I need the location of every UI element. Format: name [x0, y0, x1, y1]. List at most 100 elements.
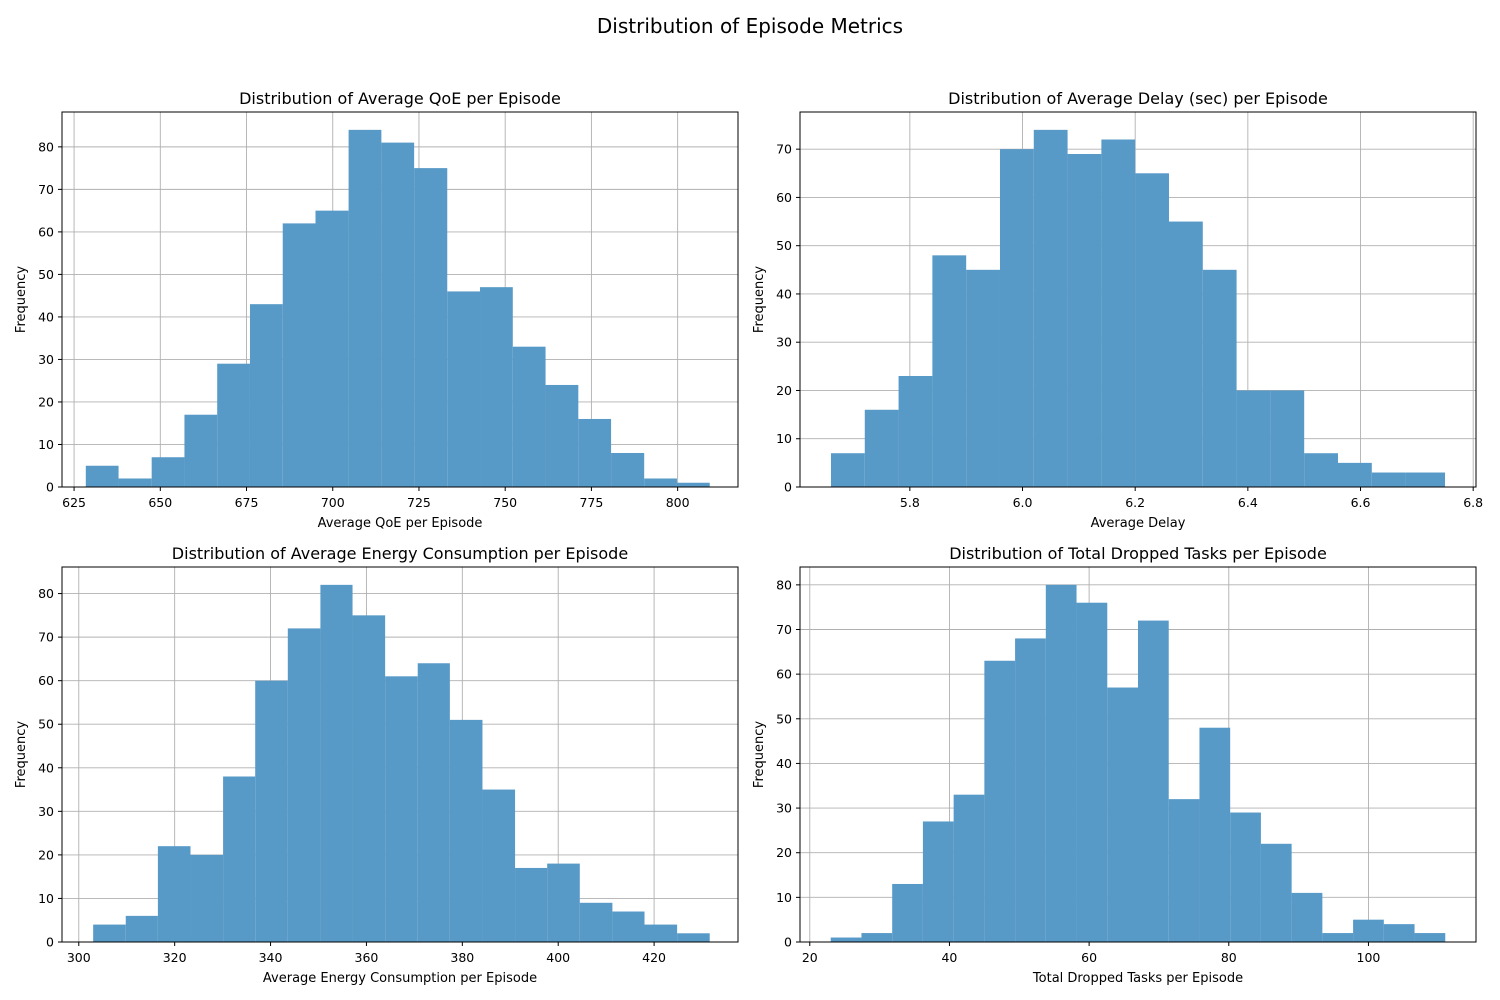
subplot-title: Distribution of Average QoE per Episode [239, 89, 561, 108]
histogram-bar [1015, 638, 1046, 942]
y-tick-label: 20 [38, 847, 54, 862]
histogram-bar [417, 663, 450, 942]
histogram-bar [287, 628, 321, 942]
y-tick-label: 0 [46, 480, 54, 495]
y-tick-label: 40 [776, 286, 792, 301]
x-tick-label: 40 [941, 950, 957, 965]
y-tick-label: 60 [38, 224, 54, 239]
x-tick-label: 60 [1081, 950, 1097, 965]
histogram-bar [1199, 727, 1231, 942]
histogram-bar [1076, 602, 1108, 942]
y-tick-label: 10 [776, 431, 792, 446]
y-tick-label: 10 [38, 437, 54, 452]
histogram-bar [547, 863, 580, 942]
x-tick-label: 625 [62, 495, 86, 510]
x-tick-label: 6.0 [1013, 495, 1033, 510]
histogram-bar [1067, 153, 1102, 488]
y-tick-label: 30 [38, 352, 54, 367]
x-tick-label: 6.4 [1238, 495, 1258, 510]
histogram-bar [190, 854, 224, 942]
y-tick-label: 10 [776, 890, 792, 905]
histogram-bar [482, 789, 516, 942]
x-tick-label: 675 [235, 495, 259, 510]
x-axis-label: Average Energy Consumption per Episode [263, 971, 537, 986]
histogram-bar [1414, 933, 1446, 942]
histogram-bar [512, 346, 546, 487]
x-tick-label: 80 [1221, 950, 1237, 965]
histogram-bar [1236, 390, 1271, 487]
histogram-bar [381, 142, 415, 487]
histogram-bar [644, 924, 678, 942]
y-axis-label: Frequency [752, 266, 767, 333]
figure-title: Distribution of Episode Metrics [596, 14, 904, 38]
histogram-bar [1291, 892, 1323, 942]
histogram-bar [953, 794, 985, 942]
histogram-bar [1337, 462, 1372, 487]
y-axis-label: Frequency [14, 721, 29, 788]
histogram-bar [611, 452, 645, 487]
histogram-bar [151, 457, 185, 487]
y-axis-label: Frequency [752, 721, 767, 788]
histogram-bar [255, 680, 288, 942]
subplot-2: 5.8 6.0 6.2 6.4 6.6 6.8 0 10 20 30 40 50 60 70 Distrib… [752, 89, 1483, 531]
y-tick-label: 70 [38, 630, 54, 645]
x-tick-label: 750 [493, 495, 517, 510]
y-tick-label: 0 [46, 935, 54, 950]
histogram-bar [932, 255, 967, 487]
x-tick-label: 650 [148, 495, 172, 510]
x-tick-label: 420 [642, 950, 666, 965]
histogram-bar [125, 915, 158, 942]
y-tick-label: 10 [38, 891, 54, 906]
subplot-title: Distribution of Average Delay (sec) per … [948, 89, 1328, 108]
histogram-bar [1270, 390, 1305, 487]
histogram-bar [93, 924, 126, 942]
x-tick-label: 700 [321, 495, 345, 510]
histogram-bar [1033, 129, 1068, 487]
y-tick-label: 60 [776, 667, 792, 682]
x-tick-label: 800 [666, 495, 690, 510]
x-tick-label: 775 [579, 495, 603, 510]
histogram-bar [1322, 933, 1354, 942]
y-tick-label: 60 [38, 673, 54, 688]
y-tick-label: 50 [38, 267, 54, 282]
y-tick-label: 20 [776, 845, 792, 860]
x-tick-label: 6.6 [1351, 495, 1371, 510]
histogram-bar [1107, 687, 1138, 942]
x-tick-label: 380 [450, 950, 474, 965]
histogram-bar [830, 937, 862, 942]
histogram-bar [579, 902, 613, 942]
y-tick-label: 60 [776, 190, 792, 205]
y-tick-label: 40 [38, 309, 54, 324]
histogram-bar [449, 719, 483, 942]
histogram-bar [223, 776, 256, 942]
y-tick-label: 30 [776, 335, 792, 350]
histogram-bar [892, 883, 923, 942]
x-tick-label: 360 [355, 950, 379, 965]
histogram-bar [282, 223, 316, 487]
subplot-1: 625 650 675 700 725 750 775 800 0 10 20 30 40 50 60 70 8… [14, 89, 739, 531]
histogram-bar [85, 465, 119, 487]
y-tick-label: 70 [776, 622, 792, 637]
y-tick-label: 80 [776, 577, 792, 592]
y-tick-label: 50 [776, 711, 792, 726]
histogram-bar [1101, 139, 1136, 488]
histogram-bar [414, 168, 448, 488]
y-tick-label: 20 [776, 383, 792, 398]
y-tick-label: 80 [38, 586, 54, 601]
histogram-bar [320, 584, 353, 942]
histogram-bar [578, 418, 612, 487]
histogram-bar [984, 660, 1016, 942]
x-tick-label: 6.8 [1463, 495, 1483, 510]
histogram-bar [861, 933, 893, 942]
histogram-bar [1138, 620, 1169, 942]
y-tick-label: 70 [38, 182, 54, 197]
histogram-bar [249, 304, 283, 487]
histogram-bar [480, 287, 513, 487]
x-tick-label: 320 [163, 950, 187, 965]
subplot-title: Distribution of Average Energy Consumpti… [172, 544, 628, 563]
y-axis-label: Frequency [14, 266, 29, 333]
histogram-bar [1168, 221, 1203, 488]
y-tick-label: 0 [784, 935, 792, 950]
